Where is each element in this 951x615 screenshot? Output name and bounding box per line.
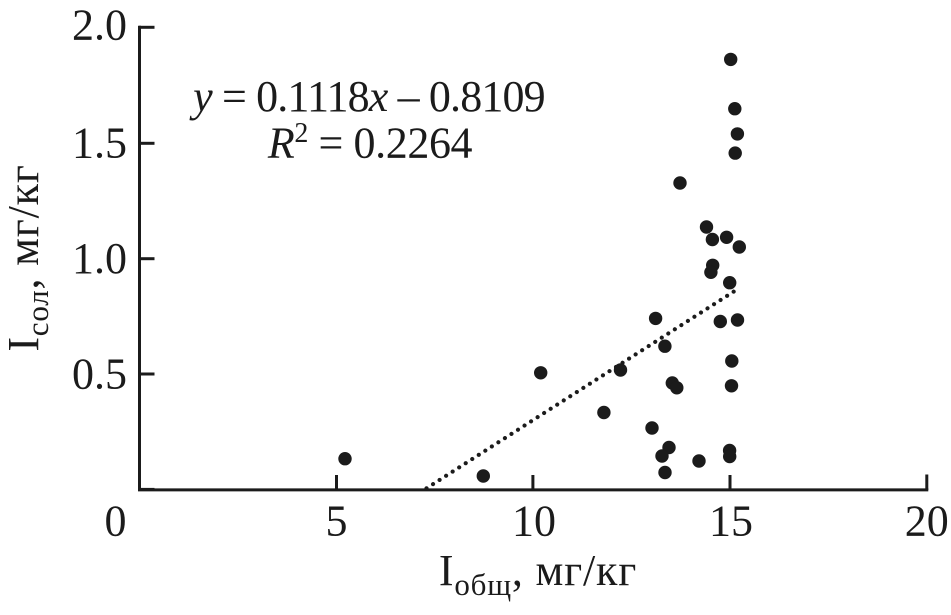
svg-text:2.0: 2.0 <box>72 0 127 49</box>
svg-text:1.5: 1.5 <box>72 119 127 168</box>
svg-text:15: 15 <box>709 496 753 545</box>
svg-text:0.5: 0.5 <box>72 349 127 398</box>
svg-text:20: 20 <box>905 496 949 545</box>
svg-text:5: 5 <box>326 496 348 545</box>
svg-text:10: 10 <box>512 496 556 545</box>
svg-text:0: 0 <box>105 496 127 545</box>
svg-text:R2 = 0.2264: R2 = 0.2264 <box>267 118 473 168</box>
svg-text:y = 0.1118x – 0.8109: y = 0.1118x – 0.8109 <box>189 72 545 121</box>
svg-text:1.0: 1.0 <box>72 234 127 283</box>
